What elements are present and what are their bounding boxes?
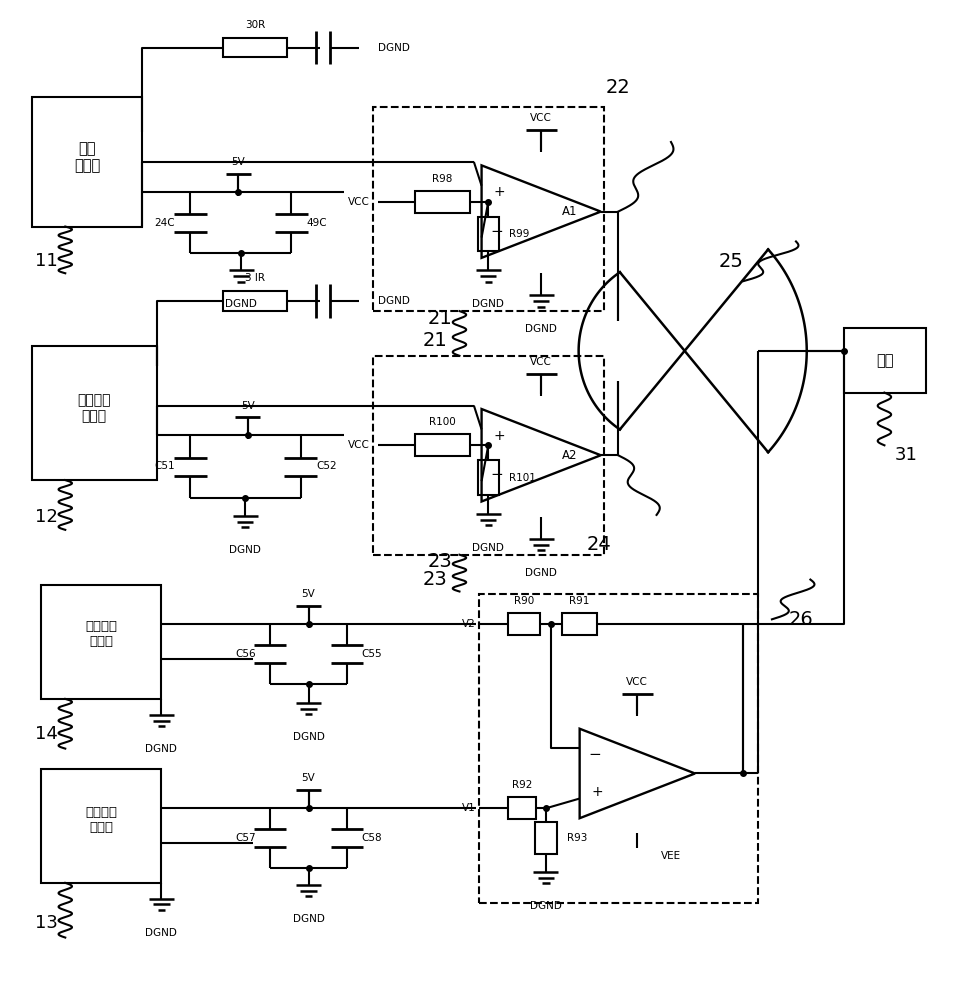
Text: 25: 25 [719, 252, 744, 271]
Text: −: − [490, 224, 504, 239]
Text: 23: 23 [423, 570, 448, 589]
Text: DGND: DGND [378, 43, 410, 53]
Text: V2: V2 [462, 619, 476, 629]
Text: R92: R92 [512, 780, 532, 790]
Text: C57: C57 [235, 833, 255, 843]
Bar [373, 356, 603, 555]
Text: C55: C55 [362, 649, 382, 659]
Bar [373, 107, 603, 311]
Text: R98: R98 [432, 174, 453, 184]
Text: R101: R101 [510, 473, 537, 483]
Bar [509, 613, 541, 635]
Bar [223, 38, 287, 57]
Text: 5V: 5V [241, 401, 255, 411]
Bar [563, 613, 597, 635]
Text: 粉尘
传感器: 粉尘 传感器 [73, 141, 100, 173]
Text: 21: 21 [427, 309, 453, 328]
Text: DGND: DGND [472, 299, 504, 309]
Text: DGND: DGND [225, 299, 257, 309]
Text: 5V: 5V [302, 773, 315, 783]
Text: VCC: VCC [348, 440, 370, 450]
Text: DGND: DGND [145, 744, 177, 754]
Text: R90: R90 [514, 596, 535, 606]
Text: 14: 14 [35, 725, 57, 743]
Text: A2: A2 [562, 449, 577, 462]
Text: +: + [493, 185, 505, 199]
Bar [32, 346, 157, 480]
Text: DGND: DGND [530, 901, 562, 911]
Text: DGND: DGND [525, 568, 557, 578]
Bar [479, 594, 757, 903]
Text: DGND: DGND [472, 543, 504, 553]
Text: DGND: DGND [145, 928, 177, 938]
Text: +: + [493, 429, 505, 443]
Bar [508, 797, 537, 819]
Text: 11: 11 [35, 252, 57, 270]
Text: 30R: 30R [245, 20, 265, 30]
Text: 风机: 风机 [876, 353, 894, 368]
Bar [478, 217, 499, 251]
Text: C56: C56 [235, 649, 255, 659]
Text: 空气质量
传感器: 空气质量 传感器 [77, 393, 111, 424]
Bar [42, 585, 161, 699]
Text: R100: R100 [429, 417, 456, 427]
Text: 26: 26 [788, 610, 813, 629]
Bar [478, 460, 499, 495]
Text: C52: C52 [316, 461, 337, 471]
Text: 21: 21 [423, 331, 448, 350]
Text: −: − [589, 747, 601, 762]
Text: −: − [490, 467, 504, 482]
Text: 5V: 5V [302, 589, 315, 599]
Bar [844, 328, 925, 393]
Text: 49C: 49C [307, 218, 327, 228]
Text: R93: R93 [568, 833, 588, 843]
Text: VCC: VCC [530, 357, 552, 367]
Text: 3 IR: 3 IR [246, 273, 265, 283]
Text: +: + [591, 785, 602, 799]
Text: 进风风压
传感器: 进风风压 传感器 [85, 806, 117, 834]
Bar [32, 97, 142, 227]
Text: A1: A1 [562, 205, 577, 218]
Text: 24: 24 [587, 535, 611, 554]
Text: DGND: DGND [525, 324, 557, 334]
Text: VCC: VCC [348, 197, 370, 207]
Bar [415, 191, 470, 213]
Text: V1: V1 [462, 803, 476, 813]
Text: 出风风压
传感器: 出风风压 传感器 [85, 620, 117, 648]
Text: 24C: 24C [155, 218, 175, 228]
Text: VCC: VCC [530, 113, 552, 123]
Bar [415, 434, 470, 456]
Text: 5V: 5V [231, 157, 246, 167]
Text: R91: R91 [570, 596, 590, 606]
Text: R99: R99 [510, 229, 530, 239]
Text: 12: 12 [35, 508, 57, 526]
Bar [42, 768, 161, 883]
Text: C58: C58 [362, 833, 382, 843]
Text: 31: 31 [895, 446, 918, 464]
Text: DGND: DGND [378, 296, 410, 306]
Text: DGND: DGND [229, 545, 261, 555]
Text: DGND: DGND [293, 914, 325, 924]
Text: 22: 22 [605, 78, 630, 97]
Text: VCC: VCC [627, 677, 648, 687]
Text: C51: C51 [155, 461, 175, 471]
Bar [536, 822, 557, 854]
Text: 23: 23 [427, 552, 453, 571]
Text: VEE: VEE [661, 851, 682, 861]
Bar [223, 291, 287, 311]
Text: 13: 13 [35, 914, 57, 932]
Text: DGND: DGND [293, 732, 325, 742]
